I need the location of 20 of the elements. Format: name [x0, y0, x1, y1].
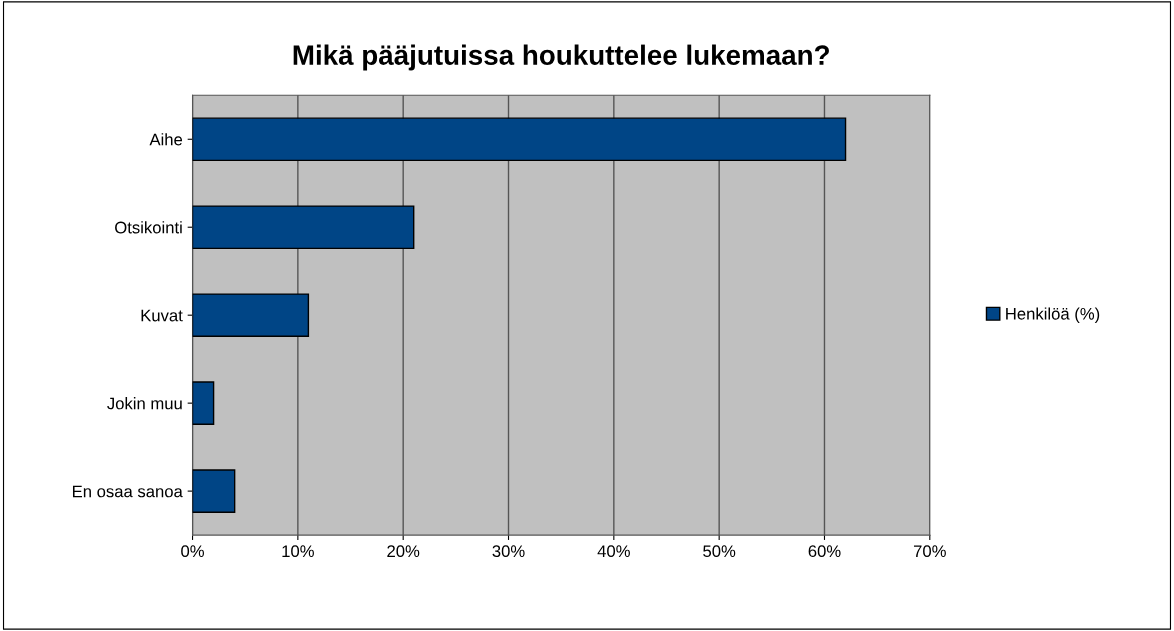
x-tick-label: 70% — [913, 545, 946, 558]
y-tick-label: Jokin muu — [107, 397, 182, 410]
y-tick-label: Kuvat — [141, 309, 183, 322]
x-tick-label: 30% — [492, 545, 525, 558]
x-tick-label: 40% — [597, 545, 630, 558]
legend-label: Henkilöä (%) — [1006, 307, 1100, 323]
y-tick-label: En osaa sanoa — [72, 485, 183, 498]
y-tick-label: Aihe — [149, 133, 183, 146]
chart-title: Mikä pääjutuissa houkuttelee lukemaan? — [293, 44, 829, 71]
bar — [192, 381, 215, 425]
y-tick-label: Otsikointi — [115, 221, 182, 234]
x-tick-label: 50% — [703, 545, 736, 558]
x-tick-label: 10% — [282, 545, 314, 558]
x-tick-label: 60% — [808, 545, 841, 558]
x-tick-label: 20% — [387, 545, 420, 558]
bar — [192, 117, 847, 162]
bar — [192, 205, 415, 250]
bar — [192, 469, 236, 513]
x-tick-label: 0% — [181, 545, 204, 558]
bar — [192, 293, 310, 337]
